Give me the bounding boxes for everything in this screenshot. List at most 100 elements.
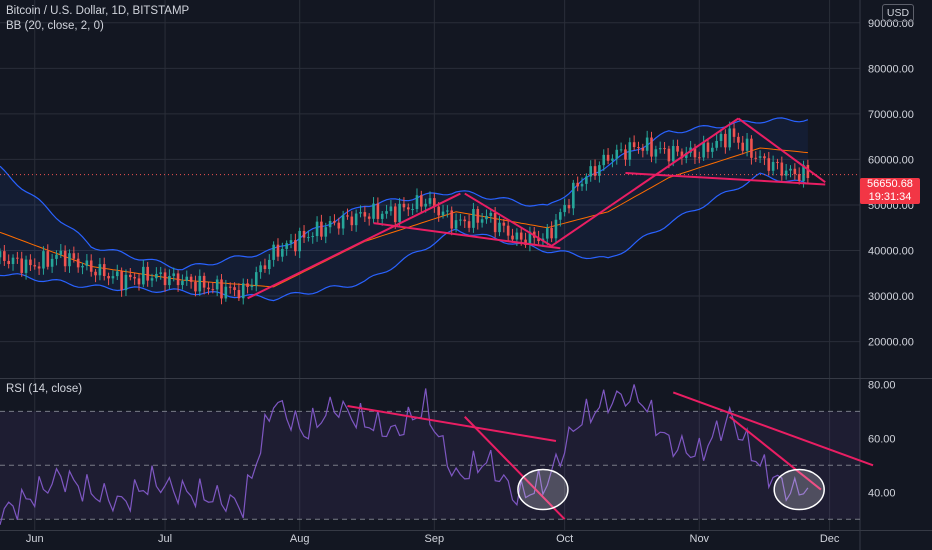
candle-body bbox=[515, 232, 519, 240]
candle-body bbox=[684, 152, 688, 158]
candle-body bbox=[398, 203, 401, 223]
rsi-label[interactable]: RSI (14, close) bbox=[6, 383, 83, 395]
x-tick-label: Jun bbox=[26, 533, 44, 545]
last-price-value: 56650.68 bbox=[867, 178, 913, 190]
price-trendline bbox=[551, 117, 739, 247]
candle-body bbox=[198, 275, 202, 292]
candle-body bbox=[185, 276, 189, 281]
candle-body bbox=[307, 237, 310, 239]
candle-body bbox=[463, 219, 467, 222]
candle-body bbox=[780, 162, 784, 176]
candle-body bbox=[16, 257, 19, 259]
candle-body bbox=[254, 272, 258, 286]
candle-body bbox=[224, 286, 228, 299]
rsi-axis-label: 40.00 bbox=[868, 487, 896, 499]
candle-body bbox=[194, 281, 197, 292]
candle-body bbox=[550, 228, 553, 239]
chart-title: Bitcoin / U.S. Dollar, 1D, BITSTAMP bbox=[6, 5, 190, 17]
candle-body bbox=[202, 275, 206, 288]
candle-body bbox=[63, 250, 67, 267]
candle-body bbox=[711, 147, 714, 152]
candle-body bbox=[85, 260, 89, 266]
price-axis-label: 60000.00 bbox=[868, 154, 914, 166]
candle-body bbox=[376, 203, 380, 219]
candle-body bbox=[385, 211, 388, 214]
candle-body bbox=[124, 274, 128, 291]
candle-body bbox=[446, 210, 449, 212]
candle-body bbox=[107, 276, 110, 279]
rsi-band-fill bbox=[0, 411, 860, 520]
candle-body bbox=[302, 230, 306, 238]
candle-body bbox=[506, 225, 510, 236]
candle-body bbox=[150, 278, 154, 281]
rsi-axis-label: 60.00 bbox=[868, 433, 896, 445]
candle-body bbox=[215, 279, 219, 290]
candle-body bbox=[580, 183, 584, 187]
candle-body bbox=[489, 212, 493, 216]
x-tick-label: Sep bbox=[425, 533, 445, 545]
candle-body bbox=[341, 215, 345, 229]
candle-body bbox=[7, 260, 10, 265]
candle-body bbox=[763, 156, 766, 159]
candle-body bbox=[732, 128, 736, 137]
candle-body bbox=[324, 227, 328, 237]
candle-body bbox=[294, 240, 297, 252]
candle-body bbox=[76, 258, 80, 268]
candle-body bbox=[680, 151, 684, 158]
candle-body bbox=[437, 206, 440, 216]
candle-body bbox=[59, 250, 63, 255]
candle-body bbox=[519, 232, 523, 240]
candle-body bbox=[115, 271, 119, 277]
candle-body bbox=[545, 228, 549, 239]
candle-body bbox=[354, 213, 358, 226]
rsi-axis-label: 80.00 bbox=[868, 379, 896, 391]
candle-body bbox=[537, 237, 540, 242]
candle-body bbox=[433, 198, 436, 207]
candle-body bbox=[715, 140, 718, 148]
candle-body bbox=[771, 161, 775, 171]
currency-button[interactable]: USD bbox=[882, 4, 914, 22]
candle-body bbox=[602, 154, 606, 166]
candle-body bbox=[372, 203, 375, 219]
candle-body bbox=[563, 205, 566, 213]
price-trendline bbox=[247, 192, 461, 300]
candle-body bbox=[663, 148, 666, 150]
x-tick-label: Dec bbox=[820, 533, 840, 545]
candle-body bbox=[619, 149, 623, 151]
last-price-box: 56650.68 19:31:34 bbox=[860, 178, 920, 204]
candle-body bbox=[554, 219, 558, 239]
candle-body bbox=[346, 215, 349, 217]
candle-body bbox=[502, 222, 506, 226]
rsi-line bbox=[0, 384, 809, 526]
candle-body bbox=[450, 210, 454, 229]
candle-body bbox=[250, 285, 254, 287]
candle-body bbox=[615, 149, 619, 159]
candle-body bbox=[393, 206, 397, 223]
candle-body bbox=[246, 283, 249, 287]
bollinger-bands-label[interactable]: BB (20, close, 2, 0) bbox=[6, 20, 104, 32]
candle-body bbox=[493, 212, 497, 233]
candle-body bbox=[719, 133, 723, 141]
candle-body bbox=[793, 168, 797, 175]
candle-body bbox=[728, 128, 731, 148]
candle-body bbox=[754, 157, 758, 159]
candle-body bbox=[524, 239, 527, 246]
rsi-trendline bbox=[672, 391, 874, 467]
x-tick-label: Jul bbox=[158, 533, 172, 545]
candle-body bbox=[654, 149, 658, 157]
candle-body bbox=[632, 142, 636, 148]
candle-body bbox=[333, 221, 336, 223]
candle-body bbox=[706, 142, 710, 152]
candle-body bbox=[767, 158, 771, 171]
candle-body bbox=[207, 287, 210, 290]
candle-body bbox=[576, 182, 579, 187]
price-trendline bbox=[464, 192, 553, 247]
price-axis-label: 70000.00 bbox=[868, 109, 914, 121]
candle-body bbox=[628, 142, 632, 160]
candle-body bbox=[589, 166, 593, 177]
candle-body bbox=[676, 146, 679, 152]
candle-body bbox=[606, 154, 610, 161]
candle-body bbox=[498, 222, 501, 233]
price-axis-label: 80000.00 bbox=[868, 63, 914, 75]
